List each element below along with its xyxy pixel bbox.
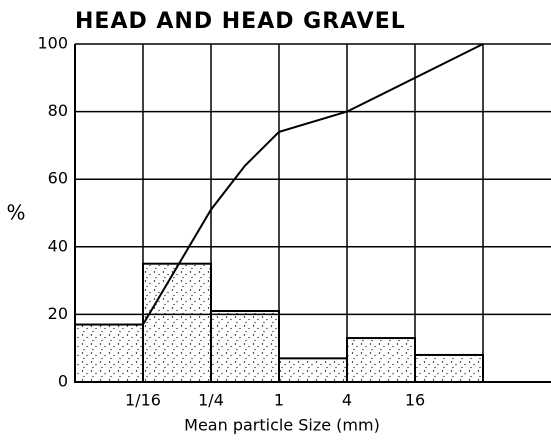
y-tick-label: 40: [48, 236, 68, 255]
y-tick-label: 0: [58, 372, 68, 391]
chart-title: HEAD AND HEAD GRAVEL: [75, 9, 406, 34]
bar: [346, 337, 416, 383]
y-tick-label: 80: [48, 101, 68, 120]
y-tick-label: 20: [48, 304, 68, 323]
x-tick-label: 1/16: [125, 391, 161, 410]
cumulative-line: [142, 43, 484, 326]
x-tick-label: 1/4: [198, 391, 224, 410]
x-tick-label: 4: [342, 391, 352, 410]
y-axis-label: %: [6, 201, 25, 225]
y-tick-label: 60: [48, 169, 68, 188]
x-tick-label: 1: [274, 391, 284, 410]
bar: [414, 353, 484, 383]
x-axis-label: Mean particle Size (mm): [184, 416, 380, 435]
bar: [142, 262, 212, 384]
bar: [278, 357, 348, 383]
y-tick-label: 100: [37, 34, 68, 53]
bar: [74, 323, 144, 384]
x-tick-label: 16: [405, 391, 425, 410]
bar: [210, 310, 280, 383]
